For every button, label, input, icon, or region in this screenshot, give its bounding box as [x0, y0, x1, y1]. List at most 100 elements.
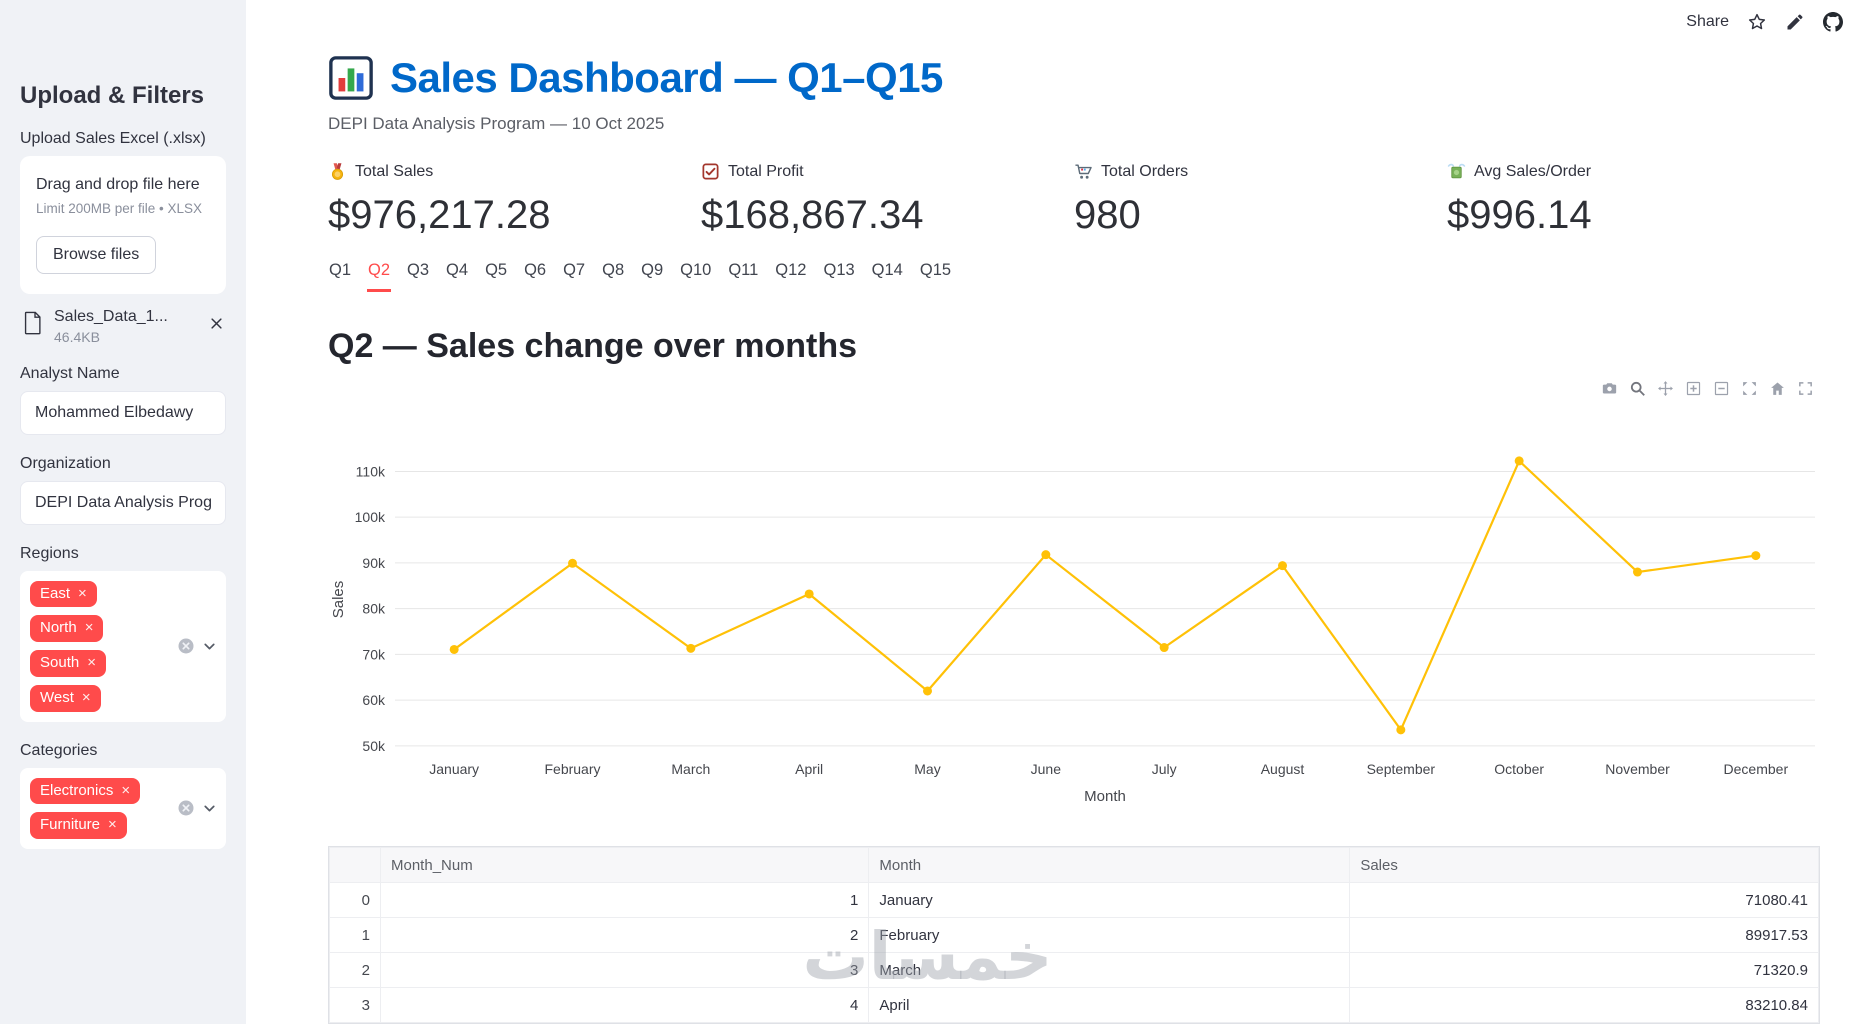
tab-q12[interactable]: Q12: [775, 261, 807, 279]
tab-q10[interactable]: Q10: [680, 261, 712, 279]
metric-total-orders: Total Orders 980: [1074, 162, 1447, 239]
chip-remove-icon[interactable]: ×: [121, 781, 131, 799]
page-title: Sales Dashboard — Q1–Q15: [390, 54, 943, 101]
table-cell: 0: [329, 882, 381, 918]
tab-q4[interactable]: Q4: [446, 261, 469, 279]
tab-bar: Q1 Q2 Q3 Q4 Q5 Q6 Q7 Q8 Q9 Q10 Q11 Q12 Q13 Q14 Q15: [328, 261, 1820, 292]
cart-icon: [1074, 162, 1093, 181]
chip-north[interactable]: North ×: [30, 615, 104, 643]
autoscale-icon[interactable]: [1741, 380, 1758, 397]
page-subtitle: DEPI Data Analysis Program — 10 Oct 2025: [328, 114, 665, 133]
chip-label: North: [40, 619, 77, 637]
browse-files-button[interactable]: Browse files: [36, 235, 157, 274]
reset-axes-icon[interactable]: [1769, 380, 1786, 397]
section-title: Q2 — Sales change over months: [328, 327, 858, 365]
regions-multiselect[interactable]: East × North × South × West ×: [20, 570, 226, 722]
table-cell: 1: [329, 917, 381, 953]
metric-label: Total Orders: [1101, 162, 1189, 180]
app-toolbar: Share: [1686, 12, 1843, 32]
star-icon[interactable]: [1747, 12, 1767, 32]
document-icon: [22, 310, 44, 336]
dataframe[interactable]: Month_Num Month Sales 0 1 January 71080.41 1 2 F…: [328, 846, 1820, 1024]
clear-all-icon[interactable]: [177, 799, 195, 817]
chip-electronics[interactable]: Electronics ×: [30, 777, 141, 805]
clear-all-icon[interactable]: [177, 637, 195, 655]
chip-east[interactable]: East ×: [30, 580, 97, 608]
zoom-out-icon[interactable]: [1713, 380, 1730, 397]
table-cell: April: [868, 987, 1351, 1023]
uploaded-file-size: 46.4KB: [54, 328, 100, 345]
svg-text:50k: 50k: [362, 738, 386, 754]
chip-remove-icon[interactable]: ×: [81, 688, 91, 706]
svg-text:60k: 60k: [362, 692, 386, 708]
uploaded-file-row: Sales_Data_1... 46.4KB: [20, 308, 226, 345]
tab-q3[interactable]: Q3: [407, 261, 430, 279]
table-header-row: Month_Num Month Sales: [329, 847, 1819, 883]
svg-text:April: April: [795, 761, 823, 777]
metric-total-sales: Total Sales $976,217.28: [328, 162, 701, 239]
chevron-down-icon[interactable]: [201, 638, 218, 655]
column-header: [329, 847, 381, 883]
svg-text:November: November: [1605, 761, 1670, 777]
svg-text:December: December: [1724, 761, 1789, 777]
table-cell: 83210.84: [1349, 987, 1819, 1023]
share-button[interactable]: Share: [1686, 13, 1729, 30]
tab-q9[interactable]: Q9: [641, 261, 664, 279]
table-row: 3 4 April 83210.84: [329, 987, 1819, 1023]
remove-file-icon[interactable]: [209, 316, 224, 331]
metric-label: Avg Sales/Order: [1474, 162, 1592, 180]
chip-south[interactable]: South ×: [30, 650, 106, 677]
svg-text:January: January: [429, 761, 479, 777]
regions-label: Regions: [20, 544, 79, 562]
tab-q1[interactable]: Q1: [329, 261, 352, 279]
github-icon[interactable]: [1823, 12, 1843, 32]
chart-block: 50k 60k 70k 80k 90k 100k 110k January February Ma…: [328, 378, 1820, 808]
tab-q11[interactable]: Q11: [728, 261, 759, 279]
categories-multiselect[interactable]: Electronics × Furniture ×: [20, 767, 226, 850]
chip-label: Furniture: [40, 816, 101, 834]
table-cell: 3: [329, 987, 381, 1023]
dropzone-instruction: Drag and drop file here: [36, 176, 200, 193]
organization-input[interactable]: [20, 480, 226, 525]
chip-west[interactable]: West ×: [30, 684, 101, 712]
table-cell: 2: [329, 952, 381, 988]
fullscreen-icon[interactable]: [1797, 380, 1814, 397]
medal-icon: [328, 162, 347, 181]
camera-icon[interactable]: [1601, 380, 1618, 397]
zoom-icon[interactable]: [1629, 380, 1646, 397]
chip-furniture[interactable]: Furniture ×: [30, 812, 127, 840]
tab-q5[interactable]: Q5: [485, 261, 508, 279]
file-dropzone[interactable]: Drag and drop file here Limit 200MB per …: [20, 156, 226, 294]
svg-text:Month: Month: [1084, 788, 1126, 805]
table-cell: March: [868, 952, 1351, 988]
checkbox-icon: [701, 162, 720, 181]
main-content: Sales Dashboard — Q1–Q15 DEPI Data Analy…: [246, 0, 1855, 1024]
zoom-in-icon[interactable]: [1685, 380, 1702, 397]
chip-remove-icon[interactable]: ×: [87, 654, 96, 672]
metric-value: $996.14: [1447, 193, 1592, 237]
metric-label: Total Profit: [728, 162, 804, 180]
tab-q6[interactable]: Q6: [524, 261, 547, 279]
analyst-name-input[interactable]: [20, 390, 226, 435]
column-header: Sales: [1349, 847, 1819, 883]
tab-q7[interactable]: Q7: [563, 261, 586, 279]
bar-chart-icon: [328, 55, 374, 101]
chip-remove-icon[interactable]: ×: [78, 584, 87, 602]
chevron-down-icon[interactable]: [201, 800, 218, 817]
tab-q8[interactable]: Q8: [602, 261, 625, 279]
table-cell: 71080.41: [1349, 882, 1819, 918]
svg-text:80k: 80k: [362, 601, 386, 617]
chip-remove-icon[interactable]: ×: [108, 816, 117, 834]
pencil-icon[interactable]: [1785, 12, 1805, 32]
sidebar: Upload & Filters Upload Sales Excel (.xl…: [0, 0, 246, 1024]
chip-remove-icon[interactable]: ×: [84, 619, 94, 637]
sales-line-chart[interactable]: 50k 60k 70k 80k 90k 100k 110k January February Ma…: [328, 400, 1820, 808]
tab-q15[interactable]: Q15: [919, 261, 952, 279]
plotly-modebar: [328, 378, 1820, 398]
tab-q2[interactable]: Q2: [367, 261, 391, 292]
tab-q13[interactable]: Q13: [823, 261, 855, 279]
categories-label: Categories: [20, 741, 98, 759]
tab-q14[interactable]: Q14: [871, 261, 903, 279]
pan-icon[interactable]: [1657, 380, 1674, 397]
svg-text:July: July: [1152, 761, 1177, 777]
